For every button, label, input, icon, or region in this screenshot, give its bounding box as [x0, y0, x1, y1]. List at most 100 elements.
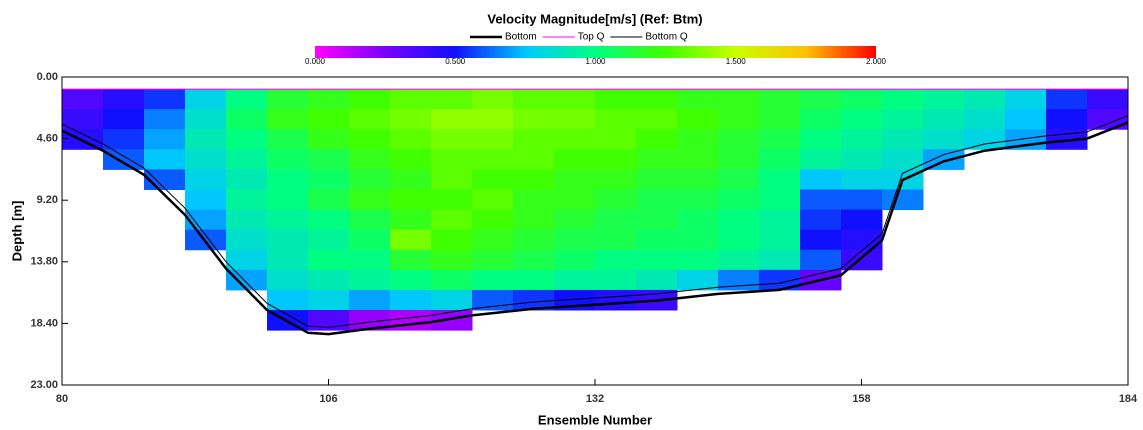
- heatmap-cell: [759, 189, 801, 211]
- heatmap-cell: [554, 169, 596, 190]
- heatmap-cell: [513, 229, 555, 251]
- heatmap-cell: [267, 89, 309, 110]
- heatmap-cell: [1005, 109, 1047, 130]
- heatmap-cell: [636, 89, 678, 110]
- heatmap-cell: [431, 189, 473, 211]
- heatmap-cell: [759, 249, 801, 271]
- heatmap-cell: [677, 209, 719, 231]
- heatmap-cell: [431, 289, 473, 311]
- heatmap-cell: [554, 229, 596, 251]
- heatmap-cell: [431, 109, 473, 130]
- heatmap-cell: [226, 129, 268, 150]
- heatmap-cell: [308, 109, 350, 130]
- heatmap-cell: [513, 249, 555, 271]
- heatmap-cell: [308, 169, 350, 190]
- heatmap-cell: [185, 129, 227, 150]
- heatmap-cell: [472, 249, 514, 271]
- heatmap-cell: [390, 289, 432, 311]
- heatmap-cell: [800, 209, 842, 231]
- legend-label: Bottom: [505, 32, 537, 43]
- heatmap-cell: [226, 109, 268, 130]
- x-tick-label: 158: [852, 393, 870, 405]
- heatmap-cell: [349, 169, 391, 190]
- y-tick-label: 13.80: [30, 256, 58, 268]
- heatmap-cell: [308, 189, 350, 211]
- heatmap-cell: [882, 109, 924, 130]
- heatmap-cell: [267, 149, 309, 170]
- heatmap-cell: [349, 289, 391, 311]
- heatmap-cell: [677, 189, 719, 211]
- heatmap-cell: [595, 269, 637, 291]
- heatmap-cell: [800, 169, 842, 190]
- heatmap-cell: [390, 89, 432, 110]
- heatmap-cell: [718, 169, 760, 190]
- heatmap-cell: [718, 109, 760, 130]
- heatmap-cell: [882, 129, 924, 150]
- heatmap-cell: [390, 109, 432, 130]
- heatmap-cell: [390, 269, 432, 291]
- heatmap-cell: [513, 89, 555, 110]
- heatmap-cell: [513, 149, 555, 170]
- heatmap-cell: [472, 209, 514, 231]
- x-tick-label: 132: [586, 393, 604, 405]
- heatmap-cell: [349, 189, 391, 211]
- heatmap-cell: [349, 129, 391, 150]
- heatmap-cell: [226, 169, 268, 190]
- heatmap-cell: [800, 249, 842, 271]
- heatmap-cell: [677, 269, 719, 291]
- heatmap-cell: [1087, 109, 1129, 130]
- series-line: [61, 115, 1129, 328]
- heatmap-cell: [267, 229, 309, 251]
- heatmap-cell: [759, 229, 801, 251]
- heatmap-cell: [595, 149, 637, 170]
- heatmap-cell: [185, 89, 227, 110]
- heatmap-cell: [554, 89, 596, 110]
- heatmap-cell: [472, 289, 514, 311]
- heatmap-cell: [431, 89, 473, 110]
- heatmap-cell: [923, 89, 965, 110]
- heatmap-cell: [841, 189, 883, 211]
- y-tick-label: 23.00: [30, 379, 58, 391]
- heatmap-cell: [349, 89, 391, 110]
- colorbar-tick-label: 2.000: [866, 57, 887, 66]
- heatmap-cell: [349, 229, 391, 251]
- heatmap-cell: [103, 89, 145, 110]
- heatmap-cell: [267, 269, 309, 291]
- heatmap-cell: [718, 189, 760, 211]
- heatmap-cell: [636, 269, 678, 291]
- heatmap-cell: [144, 109, 186, 130]
- heatmap-cell: [923, 129, 965, 150]
- heatmap-cell: [841, 129, 883, 150]
- heatmap-cell: [226, 189, 268, 211]
- heatmap-cell: [472, 129, 514, 150]
- heatmap-cell: [595, 209, 637, 231]
- heatmap-cell: [472, 89, 514, 110]
- heatmap-cell: [513, 169, 555, 190]
- heatmap-cell: [554, 269, 596, 291]
- series-line: [61, 121, 1129, 336]
- heatmap-cell: [595, 189, 637, 211]
- heatmap-cell: [636, 129, 678, 150]
- heatmap-cell: [308, 289, 350, 311]
- heatmap-cell: [431, 229, 473, 251]
- heatmap-cell: [103, 109, 145, 130]
- heatmap-cell: [882, 89, 924, 110]
- heatmap-cell: [431, 310, 473, 331]
- heatmap-cell: [308, 310, 350, 331]
- heatmap-cell: [636, 189, 678, 211]
- y-tick-label: 4.60: [37, 133, 58, 145]
- heatmap-cell: [718, 129, 760, 150]
- x-tick-label: 106: [319, 393, 337, 405]
- heatmap-cell: [226, 209, 268, 231]
- heatmap-cell: [677, 89, 719, 110]
- x-tick-label: 80: [56, 393, 68, 405]
- heatmap-cell: [636, 109, 678, 130]
- heatmap-cell: [267, 169, 309, 190]
- heatmap-cell: [554, 189, 596, 211]
- heatmap-cell: [595, 129, 637, 150]
- heatmap-cell: [431, 129, 473, 150]
- heatmap-cell: [677, 109, 719, 130]
- colorbar-tick-label: 1.000: [585, 57, 606, 66]
- heatmap-cell: [390, 149, 432, 170]
